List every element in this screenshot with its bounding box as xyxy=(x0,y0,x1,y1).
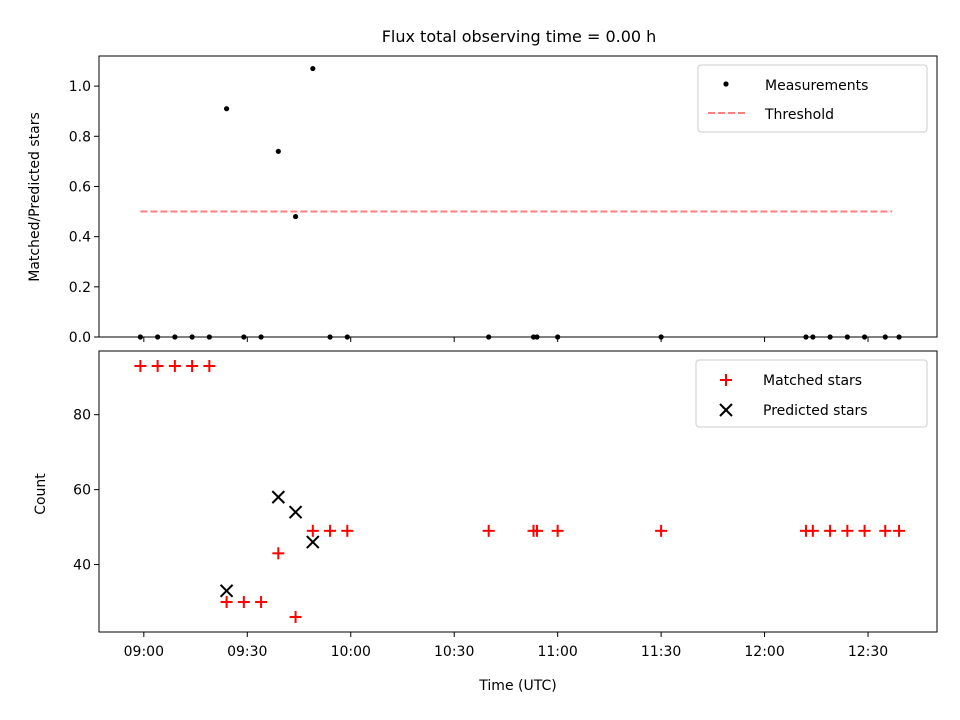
top-y-ticks: 0.0 0.2 0.4 0.6 0.8 1.0 xyxy=(69,79,99,346)
top-axes-frame xyxy=(98,55,938,338)
bottom-legend: Matched stars Predicted stars xyxy=(695,359,928,428)
top-ytick-label-4: 0.8 xyxy=(69,129,91,145)
matched-star-point-16 xyxy=(551,524,564,537)
matched-star-point-11 xyxy=(324,524,337,537)
bottom-x-ticks: 09:00 09:30 10:00 10:30 11:00 11:30 12:00 12:30 xyxy=(124,632,888,660)
matched-star-point-9 xyxy=(289,611,302,624)
top-ytick-label-5: 1.0 xyxy=(69,79,91,95)
matched-star-point-17 xyxy=(655,524,668,537)
legend-matched-marker xyxy=(720,374,732,386)
top-legend-box xyxy=(697,64,928,133)
predicted-star-point-0 xyxy=(219,584,234,598)
legend-matched-label: Matched stars xyxy=(763,373,862,389)
legend-measurements-marker xyxy=(723,81,729,87)
top-legend: Measurements Threshold xyxy=(697,64,928,133)
matched-star-point-23 xyxy=(879,524,892,537)
predicted-star-point-2 xyxy=(288,505,303,519)
xtick-label-3: 10:30 xyxy=(434,644,474,660)
xtick-label-2: 10:00 xyxy=(331,644,371,660)
matched-star-point-10 xyxy=(306,524,319,537)
measurement-point-10 xyxy=(310,65,316,72)
matched-star-point-22 xyxy=(858,524,871,537)
bottom-legend-box xyxy=(695,359,928,428)
matched-star-point-0 xyxy=(134,359,147,372)
xtick-label-5: 11:30 xyxy=(641,644,681,660)
matched-star-point-7 xyxy=(255,596,268,609)
bottom-y-ticks: 40 60 80 xyxy=(73,408,99,574)
top-panel: Flux total observing time = 0.00 h 0.00.… xyxy=(27,27,938,346)
legend-predicted-marker xyxy=(719,403,733,417)
top-ytick-label-1: 0.2 xyxy=(69,280,91,296)
legend-predicted-label: Predicted stars xyxy=(763,403,868,419)
bottom-ytick-label-2: 80 xyxy=(73,408,91,424)
matched-star-point-6 xyxy=(237,596,250,609)
top-ytick-label-3: 0.6 xyxy=(69,179,91,195)
legend-measurements-label: Measurements xyxy=(765,78,868,94)
predicted-star-point-1 xyxy=(271,490,286,504)
matched-star-point-19 xyxy=(806,524,819,537)
xtick-label-4: 11:00 xyxy=(537,644,577,660)
measurement-point-9 xyxy=(292,213,299,220)
matched-star-point-3 xyxy=(186,359,199,372)
matched-star-point-20 xyxy=(824,524,837,537)
bottom-panel: 40 60 80 09:00 09:30 10:00 10:30 11:00 11:30 12:… xyxy=(33,350,938,694)
bottom-y-axis-label: Count xyxy=(33,473,49,515)
matched-star-point-24 xyxy=(893,524,906,537)
xtick-label-1: 09:30 xyxy=(227,644,267,660)
matched-star-point-13 xyxy=(482,524,495,537)
matched-star-point-8 xyxy=(272,547,285,560)
matched-star-point-12 xyxy=(341,524,354,537)
x-axis-label: Time (UTC) xyxy=(478,678,556,694)
matched-star-point-1 xyxy=(151,359,164,372)
xtick-label-7: 12:30 xyxy=(848,644,888,660)
matched-star-point-5 xyxy=(220,596,233,609)
measurement-point-5 xyxy=(223,106,230,112)
bottom-marks xyxy=(134,359,906,624)
top-y-axis-label: Matched/Predicted stars xyxy=(27,112,43,282)
bottom-ytick-label-0: 40 xyxy=(73,558,91,574)
legend-threshold-label: Threshold xyxy=(764,107,834,123)
top-ytick-label-0: 0.0 xyxy=(69,330,91,346)
matched-star-point-21 xyxy=(841,524,854,537)
matched-star-point-4 xyxy=(203,359,216,372)
measurement-point-8 xyxy=(275,148,281,154)
top-ytick-label-2: 0.4 xyxy=(69,230,91,246)
matched-star-point-15 xyxy=(530,524,543,537)
xtick-label-0: 09:00 xyxy=(124,644,164,660)
bottom-ytick-label-1: 60 xyxy=(73,483,91,499)
matched-star-point-2 xyxy=(168,359,181,372)
top-x-ticks xyxy=(143,337,869,342)
predicted-star-point-3 xyxy=(306,535,320,549)
top-chart-title: Flux total observing time = 0.00 h xyxy=(382,27,657,46)
bottom-axes-frame xyxy=(98,350,938,633)
xtick-label-6: 12:00 xyxy=(744,644,784,660)
